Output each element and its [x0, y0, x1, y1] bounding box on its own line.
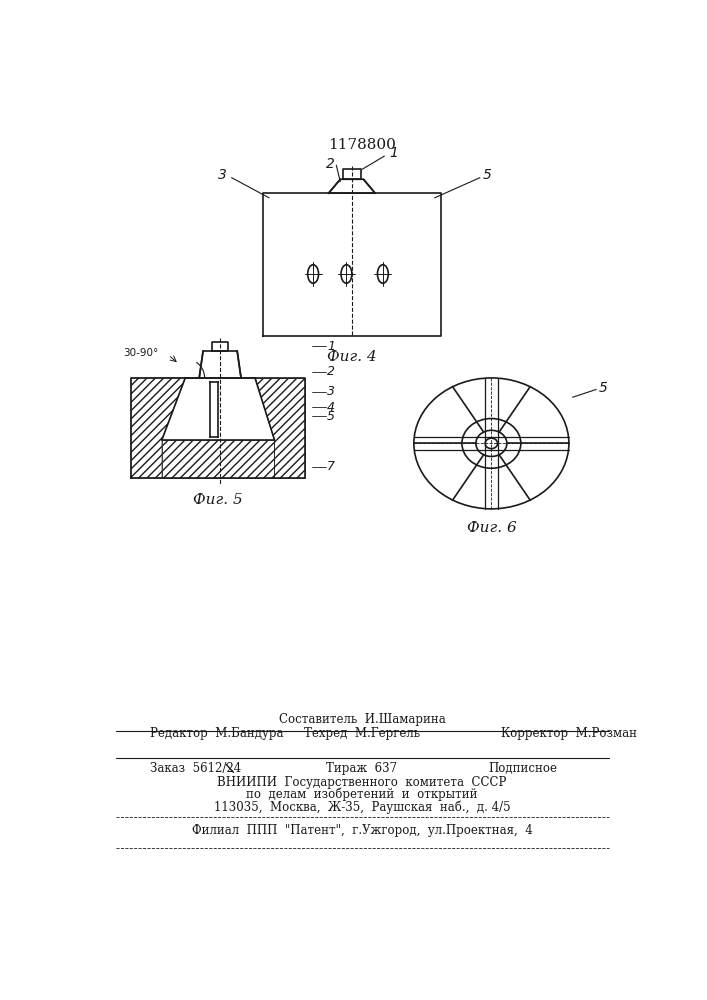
Text: Подписное: Подписное: [488, 762, 557, 775]
Text: 7: 7: [327, 460, 335, 473]
Text: Фиг. 5: Фиг. 5: [193, 493, 243, 507]
Text: 1: 1: [327, 340, 335, 353]
Text: Редактор  М.Бандура: Редактор М.Бандура: [151, 727, 284, 740]
Text: Фиг. 6: Фиг. 6: [467, 521, 516, 535]
Text: 1: 1: [389, 146, 398, 160]
Text: Составитель  И.Шамарина: Составитель И.Шамарина: [279, 713, 445, 726]
Text: 5: 5: [327, 410, 335, 423]
Text: Фиг. 4: Фиг. 4: [327, 350, 377, 364]
Text: 1178800: 1178800: [328, 138, 396, 152]
Text: Тираж  637: Тираж 637: [327, 762, 397, 775]
Text: 5: 5: [483, 168, 492, 182]
Text: 3: 3: [327, 385, 335, 398]
Text: 4: 4: [327, 401, 335, 414]
Text: ВНИИПИ  Государственного  комитета  СССР: ВНИИПИ Государственного комитета СССР: [217, 776, 507, 789]
Text: Техред  М.Гергель: Техред М.Гергель: [304, 727, 420, 740]
Text: по  делам  изобретений  и  открытий: по делам изобретений и открытий: [246, 788, 478, 801]
Text: Заказ  5612/24: Заказ 5612/24: [151, 762, 242, 775]
Text: Филиал  ППП  "Патент",  г.Ужгород,  ул.Проектная,  4: Филиал ППП "Патент", г.Ужгород, ул.Проек…: [192, 824, 532, 837]
Text: 2: 2: [326, 157, 335, 171]
Text: 113035,  Москва,  Ж-35,  Раушская  наб.,  д. 4/5: 113035, Москва, Ж-35, Раушская наб., д. …: [214, 800, 510, 814]
Text: 3: 3: [218, 168, 227, 182]
Text: 2: 2: [327, 365, 335, 378]
Text: 30-90°: 30-90°: [123, 348, 158, 358]
Text: 5: 5: [598, 381, 607, 395]
Text: Корректор  М.Розман: Корректор М.Розман: [501, 727, 637, 740]
